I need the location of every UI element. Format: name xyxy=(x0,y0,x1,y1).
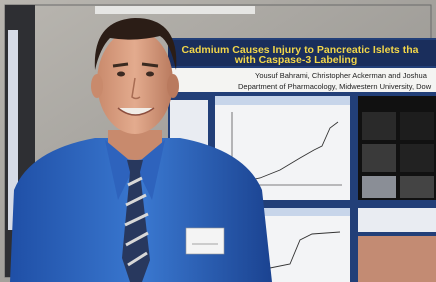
micrograph-cell xyxy=(400,144,434,172)
micrograph-cell xyxy=(400,112,434,140)
top-paper xyxy=(95,6,255,14)
photo: Cadmium Causes Injury to Pancreatic Isle… xyxy=(0,0,436,282)
poster-figure-caption xyxy=(215,96,350,105)
poster-text-box xyxy=(358,208,436,232)
eye xyxy=(146,72,154,77)
name-tag xyxy=(186,228,224,254)
micrograph-cell xyxy=(362,176,396,198)
poster-micrograph xyxy=(358,236,436,282)
ear xyxy=(91,74,103,98)
micrograph-cell xyxy=(400,176,434,198)
poster-figure xyxy=(258,208,350,282)
micrograph-cell xyxy=(362,144,396,172)
ear xyxy=(167,74,179,98)
poster-authors: Yousuf Bahrami, Christopher Ackerman and… xyxy=(255,71,428,80)
poster-figure-caption xyxy=(258,208,350,216)
page: Cadmium Causes Injury to Pancreatic Isle… xyxy=(0,0,436,282)
poster-title: with Caspase-3 Labeling xyxy=(234,54,358,66)
poster-affiliation: Department of Pharmacology, Midwestern U… xyxy=(238,82,432,91)
eye xyxy=(117,72,125,77)
micrograph-cell xyxy=(362,112,396,140)
